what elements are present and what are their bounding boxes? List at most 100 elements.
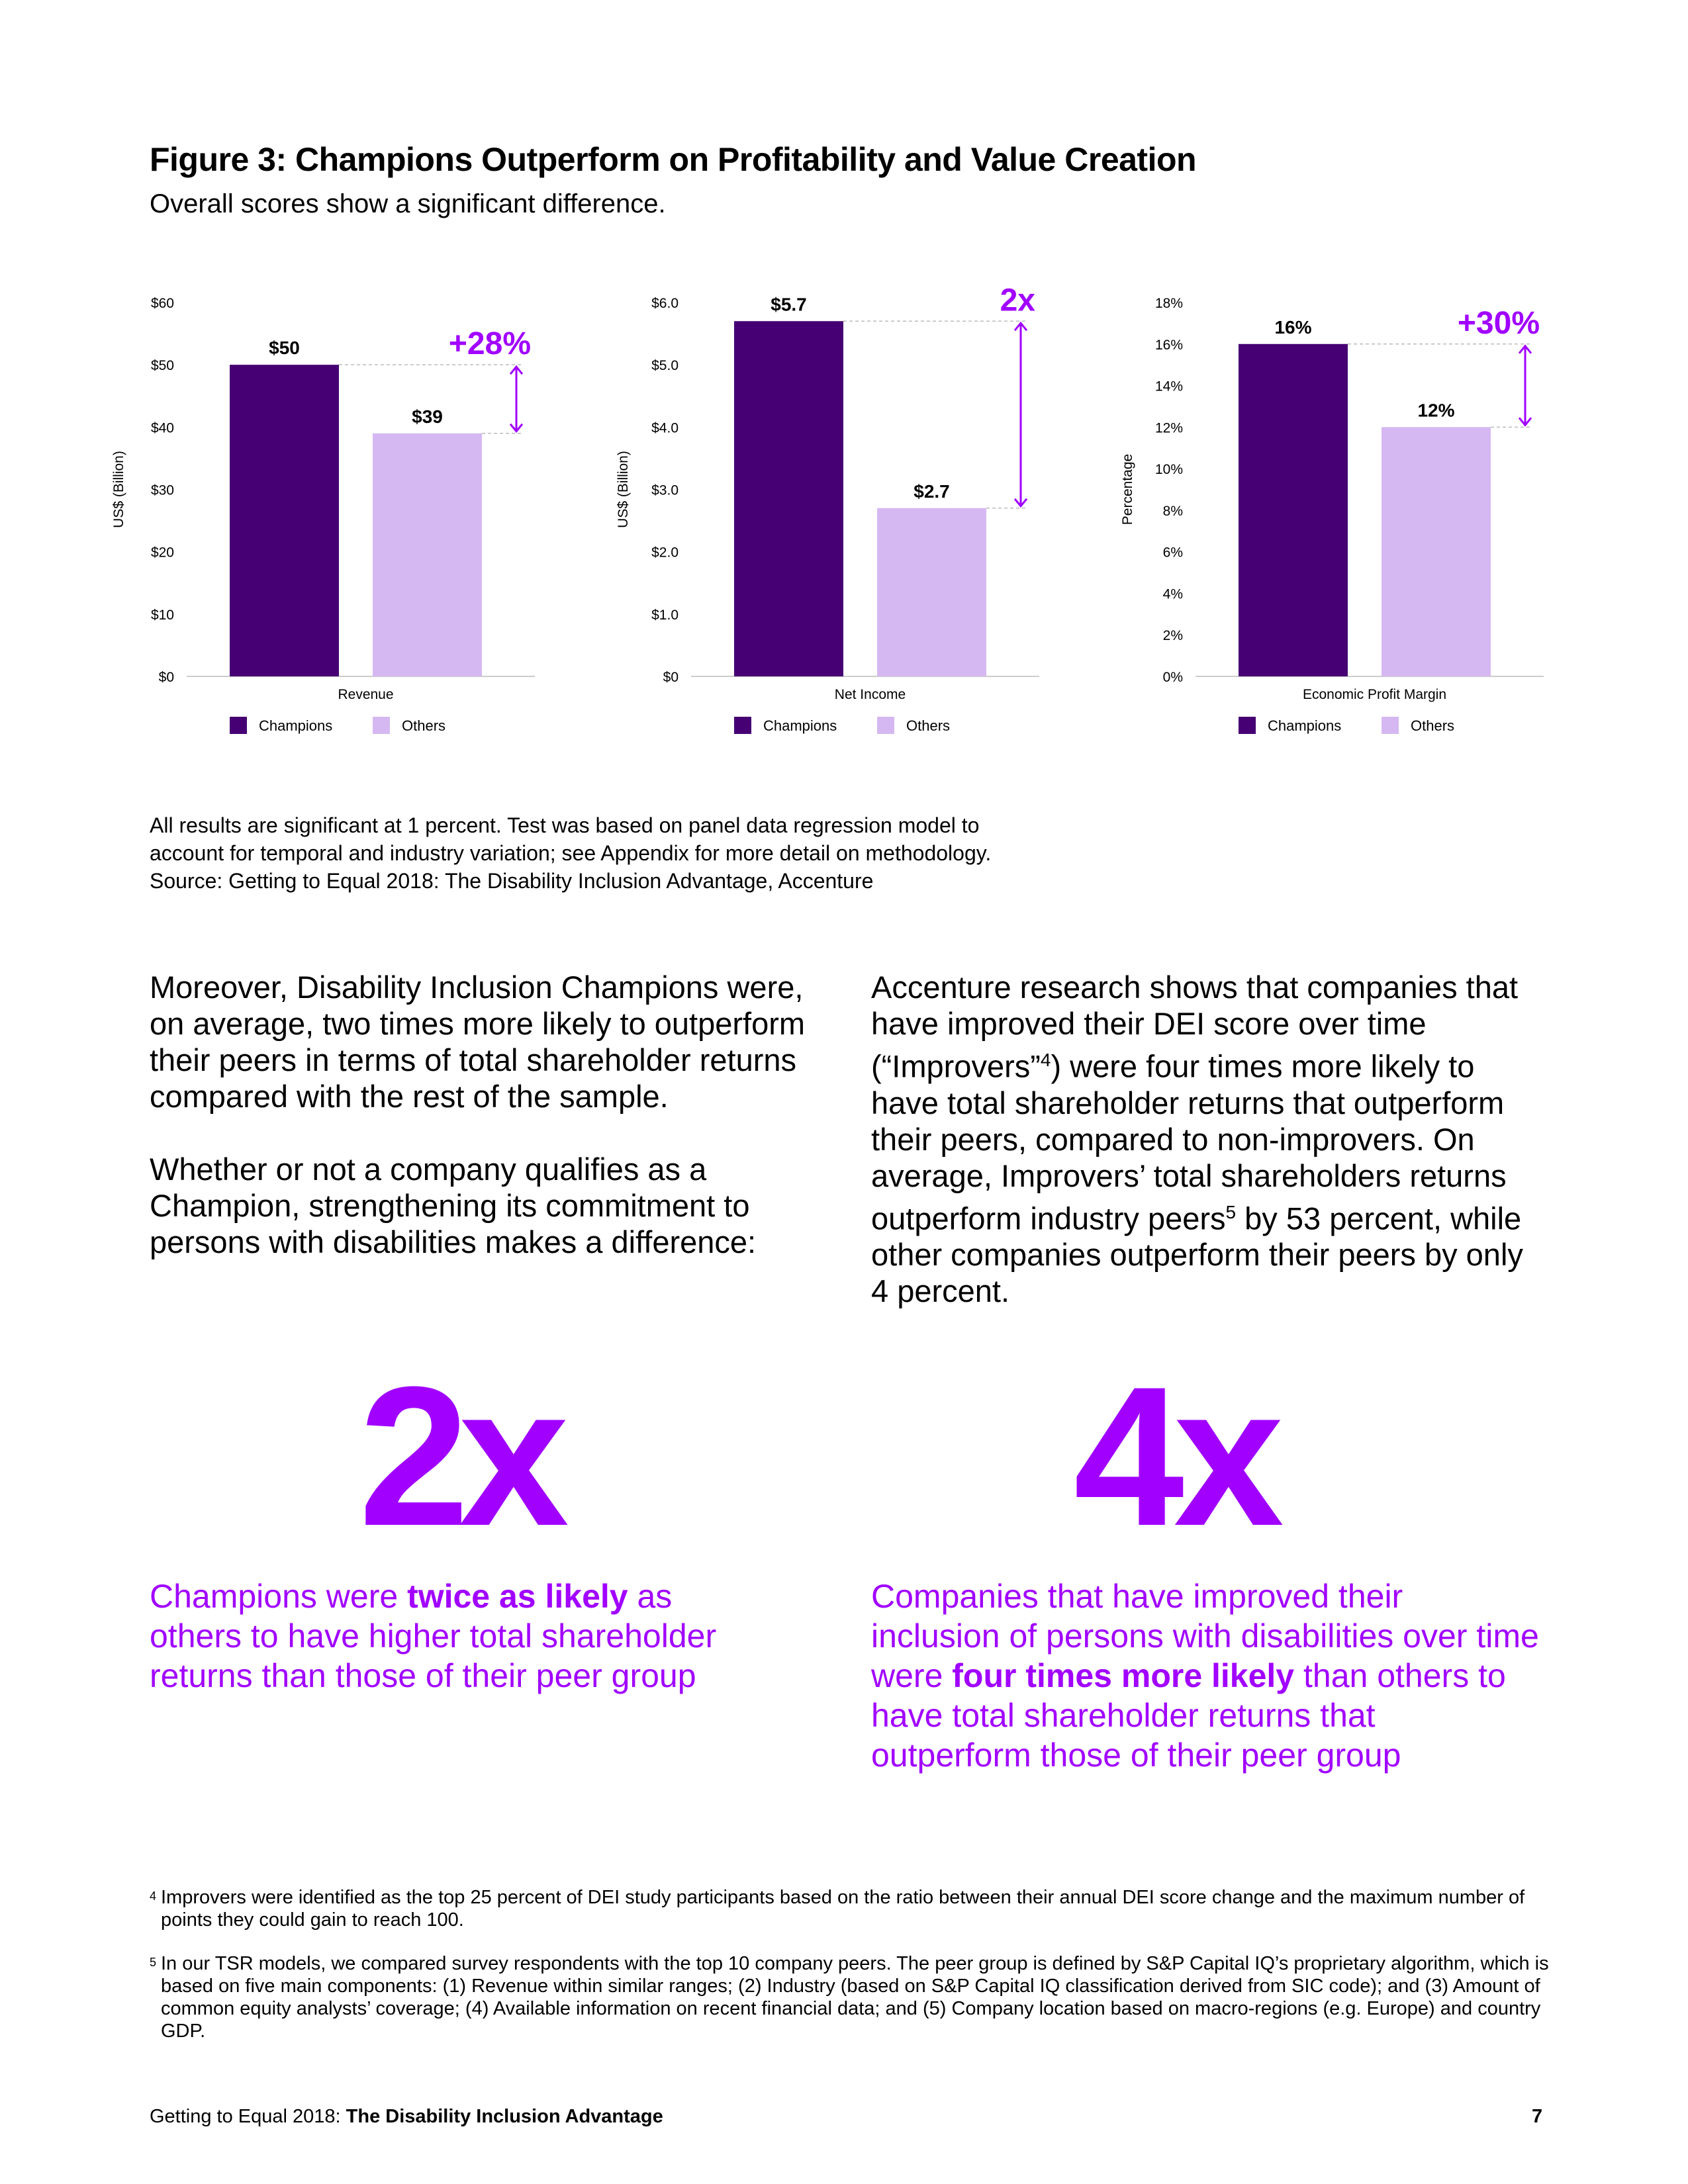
chart-svg: $0 $10 $20 $30 $40 $50 $60 US$ (Billion) $50 $39 +…	[111, 296, 535, 734]
footnote-4: 4 Improvers were identified as the top 25…	[150, 1886, 1558, 1931]
y-tick-label: $2.0	[651, 545, 679, 561]
bar-champions	[230, 365, 339, 676]
data-label: $5.7	[771, 294, 807, 314]
y-tick-label: $60	[151, 296, 174, 311]
arrow-head-down	[509, 423, 524, 433]
arrow-head-up	[1518, 344, 1532, 354]
footer-publication-text: Getting to Equal 2018:	[150, 2106, 346, 2127]
legend-label: Champions	[259, 717, 332, 734]
callout-left-bold: twice as likely	[407, 1578, 628, 1615]
bar-champions	[1239, 343, 1348, 676]
y-tick-label: 8%	[1163, 504, 1183, 519]
legend-label: Others	[906, 717, 950, 734]
economic-profit-margin-chart: 0% 2% 4% 6% 8% 10% 12% 14% 16% 18% Percentage 16% 12…	[1115, 265, 1671, 774]
y-tick-label: 4%	[1163, 586, 1183, 602]
body-left-paragraph-1: Moreover, Disability Inclusion Champions…	[150, 970, 806, 1114]
callout-left: Champions were twice as likely as others…	[150, 1576, 732, 1696]
arrow-head-down	[1518, 417, 1532, 427]
note-line-3: Source: Getting to Equal 2018: The Disab…	[150, 869, 874, 893]
stat-2x: 2x	[359, 1345, 569, 1567]
data-label: 16%	[1274, 317, 1311, 338]
bar-others	[1382, 427, 1491, 676]
x-category-label: Economic Profit Margin	[1303, 687, 1446, 702]
y-tick-label: $20	[151, 545, 174, 561]
y-tick-label: $1.0	[651, 608, 679, 623]
legend-swatch-others	[1382, 717, 1399, 734]
chart-notes: All results are significant at 1 percent…	[150, 811, 991, 895]
arrow-head-up	[1013, 321, 1028, 332]
legend-swatch-champions	[734, 717, 751, 734]
footnote-ref-4: 4	[1040, 1050, 1051, 1070]
callout-right-bold: four times more likely	[952, 1657, 1295, 1694]
y-tick-label: $0	[159, 670, 174, 685]
footnote-4-text: Improvers were identified as the top 25 …	[161, 1887, 1525, 1931]
y-tick-label: $10	[151, 608, 174, 623]
legend-label: Champions	[1268, 717, 1341, 734]
y-axis-label: Percentage	[1120, 454, 1135, 525]
callout-left-text-b: as others to have higher total sharehold…	[150, 1578, 717, 1694]
footer-publication-bold: The Disability Inclusion Advantage	[346, 2106, 663, 2127]
y-tick-label: $30	[151, 483, 174, 498]
body-left-paragraph-2: Whether or not a company qualifies as a …	[150, 1152, 757, 1259]
callout-right-text-a: Companies that have improved their inclu…	[871, 1578, 1539, 1694]
data-label: $50	[269, 338, 300, 358]
footnote-ref-5: 5	[1225, 1201, 1237, 1222]
y-tick-label: 18%	[1155, 296, 1183, 311]
y-tick-label: $0	[663, 670, 679, 685]
footnote-5-mark: 5	[150, 1956, 157, 1969]
footnote-4-mark: 4	[150, 1889, 157, 1903]
data-label: $2.7	[914, 481, 950, 502]
legend-label: Others	[402, 717, 445, 734]
note-line-1: All results are significant at 1 percent…	[150, 813, 980, 837]
y-tick-label: $50	[151, 358, 174, 373]
figure-title: Figure 3: Champions Outperform on Profit…	[150, 141, 1197, 178]
y-axis-label: US$ (Billion)	[111, 451, 126, 528]
y-tick-label: $6.0	[651, 296, 679, 311]
y-tick-label: $40	[151, 420, 174, 435]
legend-label: Others	[1411, 717, 1454, 734]
legend-label: Champions	[763, 717, 837, 734]
y-tick-label: 2%	[1163, 628, 1183, 643]
y-tick-label: $4.0	[651, 420, 679, 435]
y-tick-label: 16%	[1155, 338, 1183, 353]
chart-svg: 0% 2% 4% 6% 8% 10% 12% 14% 16% 18% Percentage 16% 12…	[1120, 296, 1544, 734]
difference-annotation: +30%	[1458, 306, 1540, 341]
stat-4x: 4x	[1074, 1345, 1284, 1567]
data-label: $39	[412, 406, 443, 427]
figure-subtitle: Overall scores show a significant differ…	[150, 189, 666, 218]
difference-annotation: +28%	[449, 326, 531, 361]
legend-swatch-champions	[1239, 717, 1256, 734]
bar-others	[877, 508, 986, 676]
legend-swatch-others	[373, 717, 390, 734]
footnote-5-text: In our TSR models, we compared survey re…	[161, 1953, 1549, 2042]
arrow-head-down	[1013, 498, 1028, 508]
bar-champions	[734, 321, 843, 676]
note-line-2: account for temporal and industry variat…	[150, 841, 992, 865]
body-right-text-c: by 53 percent, while other companies out…	[871, 1201, 1523, 1309]
data-label: 12%	[1417, 400, 1454, 420]
y-tick-label: 0%	[1163, 670, 1183, 685]
difference-annotation: 2x	[1000, 283, 1036, 318]
y-tick-label: 6%	[1163, 545, 1183, 561]
y-tick-label: 14%	[1155, 379, 1183, 394]
body-right-text-a: Accenture research shows that companies …	[871, 970, 1519, 1084]
callout-left-text-a: Champions were	[150, 1578, 408, 1615]
legend-swatch-others	[877, 717, 894, 734]
page-number: 7	[1532, 2106, 1543, 2127]
revenue-chart: $0 $10 $20 $30 $40 $50 $60 US$ (Billion) $50 $39 +…	[106, 265, 662, 774]
y-tick-label: 12%	[1155, 420, 1183, 435]
legend-swatch-champions	[230, 717, 247, 734]
y-tick-label: $3.0	[651, 483, 679, 498]
x-category-label: Revenue	[338, 687, 393, 702]
y-axis-label: US$ (Billion)	[616, 451, 631, 528]
callout-right: Companies that have improved their inclu…	[871, 1576, 1540, 1775]
body-right-paragraph: Accenture research shows that companies …	[871, 969, 1540, 1309]
x-category-label: Net Income	[835, 687, 906, 702]
footer-publication: Getting to Equal 2018: The Disability In…	[150, 2106, 663, 2128]
body-left-column: Moreover, Disability Inclusion Champions…	[150, 969, 818, 1297]
y-tick-label: $5.0	[651, 358, 679, 373]
callout-right-text-b: than others to have total shareholder re…	[871, 1657, 1506, 1774]
chart-svg: $0 $1.0 $2.0 $3.0 $4.0 $5.0 $6.0 US$ (Billion) $…	[616, 283, 1039, 734]
footnote-5: 5 In our TSR models, we compared survey r…	[150, 1952, 1558, 2042]
bar-others	[373, 433, 482, 676]
